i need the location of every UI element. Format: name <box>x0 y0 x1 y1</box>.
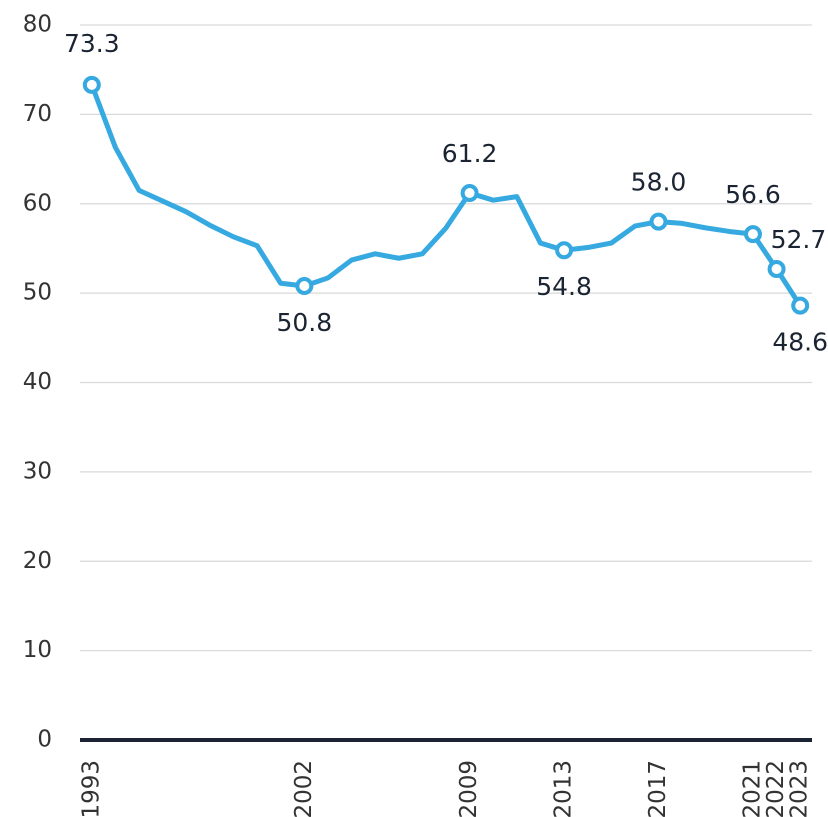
data-label: 54.8 <box>536 272 592 301</box>
marker <box>460 184 479 203</box>
x-tick-label: 2022 <box>763 760 789 817</box>
marker <box>82 75 101 94</box>
marker <box>555 241 574 260</box>
data-label: 56.6 <box>725 180 781 209</box>
y-tick-label: 80 <box>23 12 52 38</box>
y-tick-label: 70 <box>23 101 52 127</box>
y-tick-label: 40 <box>23 369 52 395</box>
y-tick-label: 0 <box>37 727 52 753</box>
data-label: 52.7 <box>771 225 827 254</box>
y-tick-label: 50 <box>23 280 52 306</box>
x-tick-label: 1993 <box>78 760 104 817</box>
y-tick-label: 60 <box>23 190 52 216</box>
marker <box>295 276 314 295</box>
line <box>89 83 803 307</box>
x-tick-label: 2002 <box>291 760 317 817</box>
data-label: 58.0 <box>631 168 687 197</box>
y-tick-label: 10 <box>23 637 52 663</box>
y-tick-label: 20 <box>23 548 52 574</box>
x-tick-label: 2009 <box>456 760 482 817</box>
y-tick-label: 30 <box>23 458 52 484</box>
data-label: 48.6 <box>772 328 828 357</box>
marker <box>743 225 762 244</box>
data-label: 50.8 <box>276 308 332 337</box>
x-tick-label: 2023 <box>787 760 813 817</box>
data-label: 61.2 <box>442 139 498 168</box>
data-label: 73.3 <box>64 29 120 58</box>
marker <box>791 296 810 315</box>
marker <box>767 259 786 278</box>
x-tick-label: 2013 <box>551 760 577 817</box>
x-tick-label: 2021 <box>739 760 765 817</box>
marker <box>649 212 668 231</box>
x-tick-label: 2017 <box>645 760 671 817</box>
